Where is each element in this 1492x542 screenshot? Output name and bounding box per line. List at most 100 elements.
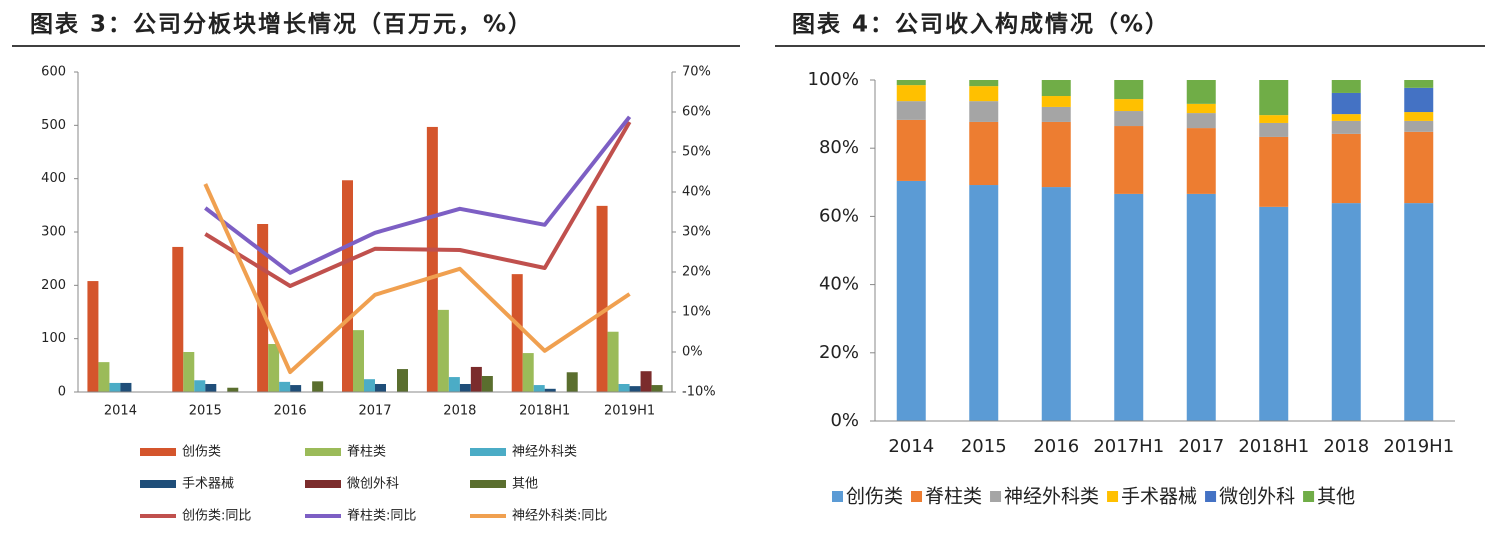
bar-segment [896, 180, 926, 421]
y-tick-label: 20% [819, 342, 859, 363]
y2-tick-label: -10% [682, 385, 716, 400]
bar-segment [1259, 115, 1289, 123]
x-tick-label: 2016 [1033, 436, 1079, 457]
legend-label: 其他 [1317, 486, 1355, 508]
bar-segment [896, 119, 926, 181]
y-tick-label: 60% [819, 205, 859, 226]
bar-segment [1041, 187, 1071, 421]
legend-label: 创伤类 [182, 445, 221, 460]
bar-segment [1259, 136, 1289, 207]
bar [566, 372, 578, 392]
bar [651, 385, 663, 392]
legend-swatch [140, 448, 176, 456]
x-tick-label: 2019H1 [604, 404, 655, 419]
bar [205, 384, 217, 392]
y-tick-label: 500 [41, 118, 66, 133]
bar-segment [1114, 126, 1144, 194]
y2-tick-label: 40% [682, 185, 711, 200]
bar [426, 126, 438, 392]
bar [511, 274, 523, 392]
bar [279, 381, 291, 392]
x-tick-label: 2018 [443, 404, 476, 419]
y-tick-label: 40% [819, 274, 859, 295]
bar-segment [1331, 120, 1361, 134]
legend-label: 创伤类 [846, 486, 903, 508]
legend-label: 创伤类:同比 [182, 509, 251, 524]
y-tick-label: 0 [58, 385, 66, 400]
legend-label: 手术器械 [182, 477, 234, 492]
bar [596, 205, 608, 392]
legend-label: 微创外科 [347, 477, 399, 492]
bar-segment [1186, 80, 1216, 104]
bar-segment [1259, 206, 1289, 421]
bar-segment [896, 80, 926, 86]
bar-segment [1404, 120, 1434, 132]
bar [618, 384, 630, 392]
y2-tick-label: 70% [682, 65, 711, 80]
bar-segment [1114, 193, 1144, 421]
legend-swatch [990, 491, 1002, 502]
y2-tick-label: 0% [682, 345, 703, 360]
bar [312, 381, 324, 392]
bar [227, 387, 239, 392]
line-series [204, 120, 632, 288]
bar [522, 353, 534, 392]
y-tick-label: 400 [41, 171, 66, 186]
bar [353, 330, 364, 392]
legend-label: 微创外科 [1219, 486, 1295, 508]
legend-swatch [832, 491, 843, 502]
chart-title: 图表 3：公司分板块增长情况（百万元，%） [30, 11, 533, 38]
bar [109, 382, 121, 392]
y-tick-label: 100 [41, 331, 66, 346]
y2-tick-label: 30% [682, 225, 711, 240]
bar-segment [969, 80, 999, 87]
bar-segment [1404, 131, 1434, 204]
x-tick-label: 2018H1 [519, 404, 570, 419]
legend-label: 神经外科类:同比 [512, 509, 607, 524]
bar-segment [1259, 80, 1289, 116]
bar-segment [1186, 193, 1216, 421]
bar-segment [1041, 121, 1071, 188]
bar [87, 281, 99, 392]
y-tick-label: 200 [41, 278, 66, 293]
legend-swatch [470, 480, 506, 488]
x-tick-label: 2017 [1178, 436, 1224, 457]
bar-segment [1041, 106, 1071, 122]
bar-segment [1186, 128, 1216, 194]
x-tick-label: 2014 [104, 404, 137, 419]
legend-swatch [1205, 491, 1217, 502]
bar-segment [1404, 112, 1434, 121]
bar [448, 377, 460, 392]
y2-tick-label: 20% [682, 265, 711, 280]
bar-segment [1114, 80, 1144, 100]
bar-segment [1041, 80, 1071, 97]
legend-swatch [911, 491, 923, 502]
bar [268, 344, 280, 392]
y-tick-label: 100% [808, 69, 859, 90]
bar [640, 371, 652, 392]
x-tick-label: 2018 [1323, 436, 1369, 457]
legend-label: 手术器械 [1121, 486, 1197, 508]
legend-label: 其他 [512, 477, 538, 492]
bar [544, 388, 556, 392]
bar [459, 384, 471, 392]
bar-segment [1404, 80, 1434, 88]
bar-segment [969, 185, 999, 421]
bar-segment [969, 101, 999, 122]
bar [98, 362, 110, 392]
y-tick-label: 600 [41, 65, 66, 80]
bar-segment [1331, 133, 1361, 204]
bar [533, 385, 545, 392]
x-tick-label: 2017 [358, 404, 391, 419]
bar-segment [1331, 80, 1361, 93]
bar [481, 376, 493, 392]
bar [290, 385, 302, 392]
bar [607, 331, 619, 392]
y2-tick-label: 60% [682, 105, 711, 120]
bar-segment [969, 121, 999, 186]
y-tick-label: 80% [819, 137, 859, 158]
y-tick-label: 300 [41, 225, 66, 240]
bar-segment [1186, 103, 1216, 114]
x-tick-label: 2015 [189, 404, 222, 419]
